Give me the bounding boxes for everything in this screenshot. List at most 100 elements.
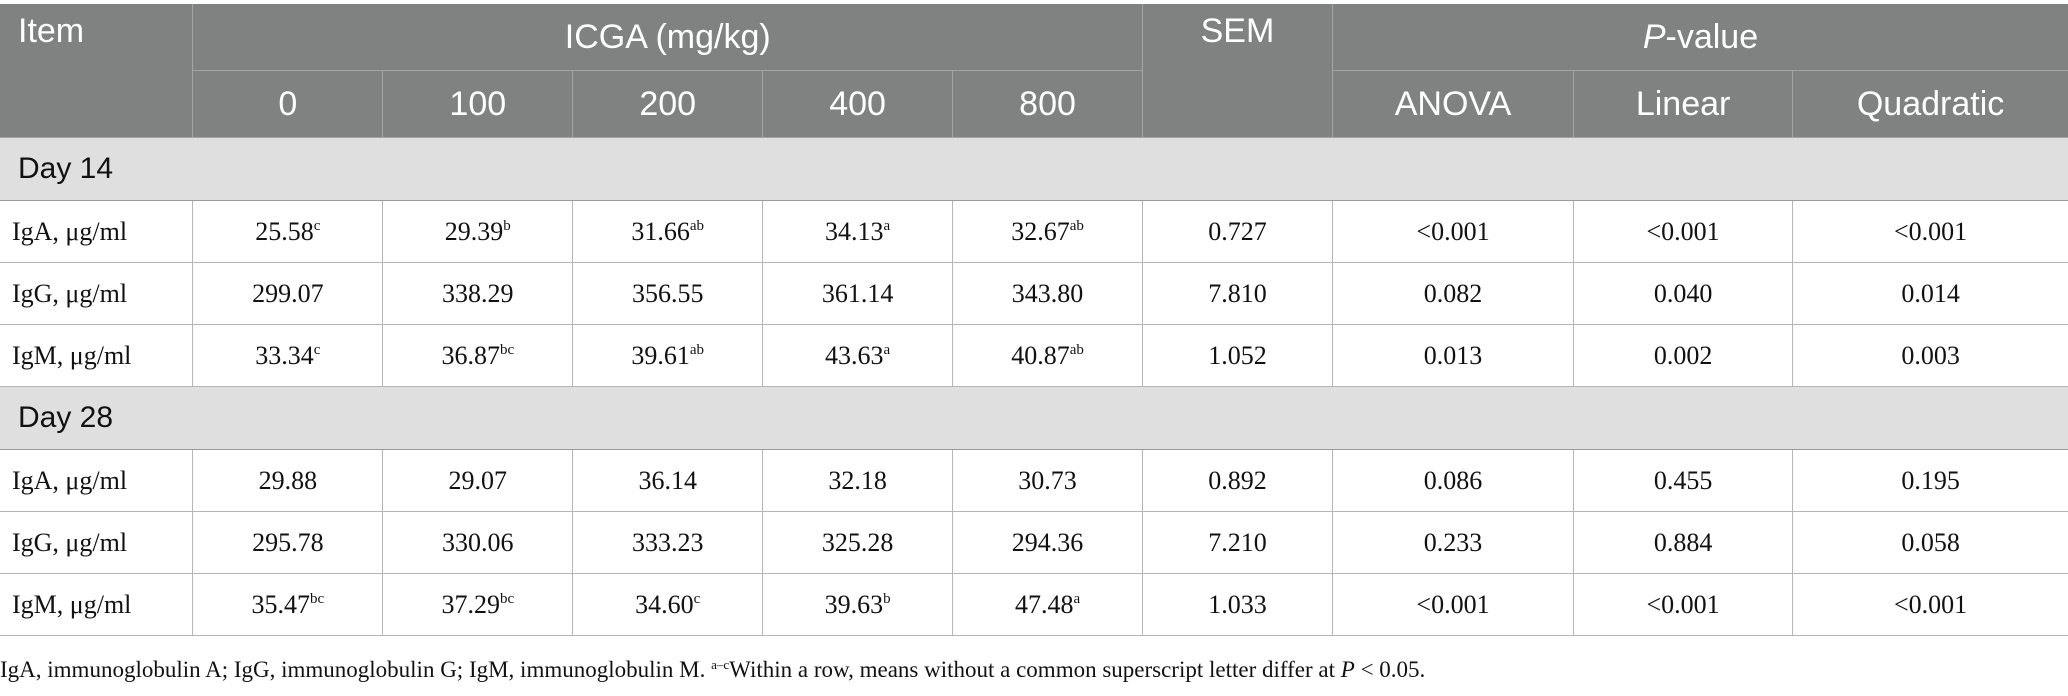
cell-p-value: 0.455 — [1573, 449, 1794, 512]
table-body: Day 14 IgA, μg/ml 25.58c 29.39b 31.66ab 34.13… — [0, 137, 2068, 636]
cell-mean: 32.18 — [762, 449, 954, 512]
cell-mean: 39.63b — [762, 573, 954, 636]
cell-p-value: 0.082 — [1332, 262, 1575, 325]
cell-mean: 31.66ab — [572, 200, 764, 263]
superscript-letter: a — [883, 341, 891, 358]
mean-value: 39.63 — [824, 589, 884, 619]
footnote-p: P — [1340, 657, 1355, 682]
cell-mean: 34.60c — [572, 573, 764, 636]
results-table: Item ICGA (mg/kg) SEM P-value 0 100 200 … — [0, 4, 2068, 636]
cell-mean: 47.48a — [952, 573, 1144, 636]
table-row: IgA, μg/ml 25.58c 29.39b 31.66ab 34.13a 32.67… — [0, 200, 2068, 263]
cell-mean: 343.80 — [952, 262, 1144, 325]
mean-value: 30.73 — [1018, 465, 1077, 495]
mean-value: 295.78 — [252, 527, 324, 557]
cell-p-value: 0.013 — [1332, 324, 1575, 387]
superscript-letter: ab — [689, 217, 705, 234]
cell-p-value: <0.001 — [1573, 573, 1794, 636]
cell-p-value: 0.003 — [1792, 324, 2068, 387]
superscript-letter: a — [1073, 590, 1081, 607]
table-row: IgM, μg/ml 33.34c 36.87bc 39.61ab 43.63a 40.8… — [0, 324, 2068, 387]
cell-mean: 32.67ab — [952, 200, 1144, 263]
mean-value: 35.47 — [251, 589, 311, 619]
section-row: Day 14 — [0, 137, 2068, 201]
header-test: Linear — [1573, 70, 1794, 138]
p-rest: -value — [1665, 17, 1759, 56]
superscript-letter: ab — [1069, 217, 1084, 234]
mean-value: 37.29 — [441, 589, 500, 619]
header-dose: 400 — [762, 70, 954, 138]
row-item: IgM, μg/ml — [0, 573, 194, 636]
cell-p-value: 0.195 — [1792, 449, 2068, 512]
superscript-letter: bc — [499, 590, 515, 607]
mean-value: 36.87 — [441, 340, 500, 370]
cell-mean: 29.39b — [382, 200, 574, 263]
superscript-letter: c — [313, 341, 321, 358]
table-header: Item ICGA (mg/kg) SEM P-value 0 100 200 … — [0, 4, 2068, 138]
row-item: IgG, μg/ml — [0, 511, 194, 574]
mean-value: 29.39 — [444, 216, 504, 246]
cell-mean: 43.63a — [762, 324, 954, 387]
header-dose: 0 — [192, 70, 384, 138]
cell-mean: 356.55 — [572, 262, 764, 325]
row-item: IgA, μg/ml — [0, 200, 194, 263]
cell-mean: 330.06 — [382, 511, 574, 574]
mean-value: 40.87 — [1011, 340, 1070, 370]
cell-mean: 37.29bc — [382, 573, 574, 636]
mean-value: 32.18 — [828, 465, 887, 495]
mean-value: 32.67 — [1011, 216, 1070, 246]
footnote-text3: < 0.05. — [1360, 657, 1426, 682]
cell-mean: 338.29 — [382, 262, 574, 325]
header-test: Quadratic — [1792, 70, 2068, 138]
cell-p-value: 0.002 — [1573, 324, 1794, 387]
table-row: IgG, μg/ml 295.78 330.06 333.23 325.28 294.36… — [0, 511, 2068, 574]
cell-mean: 29.07 — [382, 449, 574, 512]
cell-sem: 0.892 — [1142, 449, 1333, 512]
mean-value: 31.66 — [631, 216, 690, 246]
cell-mean: 295.78 — [192, 511, 384, 574]
mean-value: 34.60 — [635, 589, 694, 619]
cell-mean: 34.13a — [762, 200, 954, 263]
cell-mean: 361.14 — [762, 262, 954, 325]
header-sem: SEM — [1142, 4, 1333, 138]
superscript-letter: b — [883, 590, 891, 607]
cell-sem: 1.033 — [1142, 573, 1333, 636]
cell-p-value: <0.001 — [1332, 573, 1575, 636]
cell-mean: 294.36 — [952, 511, 1144, 574]
cell-sem: 7.810 — [1142, 262, 1333, 325]
mean-value: 29.07 — [448, 465, 508, 495]
footnote-sup: a–c — [711, 657, 730, 672]
cell-sem: 7.210 — [1142, 511, 1333, 574]
cell-mean: 299.07 — [192, 262, 384, 325]
row-item: IgA, μg/ml — [0, 449, 194, 512]
superscript-letter: bc — [310, 590, 325, 607]
table-row: IgG, μg/ml 299.07 338.29 356.55 361.14 343.80… — [0, 262, 2068, 325]
superscript-letter: ab — [689, 341, 705, 358]
cell-mean: 39.61ab — [572, 324, 764, 387]
section-title: Day 14 — [0, 137, 2068, 201]
cell-p-value: 0.040 — [1573, 262, 1794, 325]
cell-p-value: <0.001 — [1573, 200, 1794, 263]
cell-p-value: 0.086 — [1332, 449, 1575, 512]
mean-value: 343.80 — [1011, 278, 1084, 308]
cell-mean: 30.73 — [952, 449, 1144, 512]
mean-value: 43.63 — [825, 340, 884, 370]
superscript-letter: c — [313, 217, 321, 234]
cell-mean: 29.88 — [192, 449, 384, 512]
header-dose: 200 — [572, 70, 764, 138]
mean-value: 25.58 — [255, 216, 314, 246]
mean-value: 33.34 — [255, 340, 314, 370]
header-test: ANOVA — [1332, 70, 1575, 138]
cell-p-value: 0.884 — [1573, 511, 1794, 574]
mean-value: 39.61 — [631, 340, 690, 370]
section-row: Day 28 — [0, 386, 2068, 450]
mean-value: 356.55 — [631, 278, 704, 308]
mean-value: 330.06 — [442, 527, 514, 557]
footnote-text: IgA, immunoglobulin A; IgG, immunoglobul… — [0, 657, 706, 682]
cell-p-value: <0.001 — [1332, 200, 1575, 263]
mean-value: 361.14 — [821, 278, 894, 308]
mean-value: 34.13 — [825, 216, 884, 246]
mean-value: 325.28 — [821, 527, 894, 557]
table-row: IgM, μg/ml 35.47bc 37.29bc 34.60c 39.63b 47.4… — [0, 573, 2068, 636]
mean-value: 47.48 — [1014, 589, 1074, 619]
